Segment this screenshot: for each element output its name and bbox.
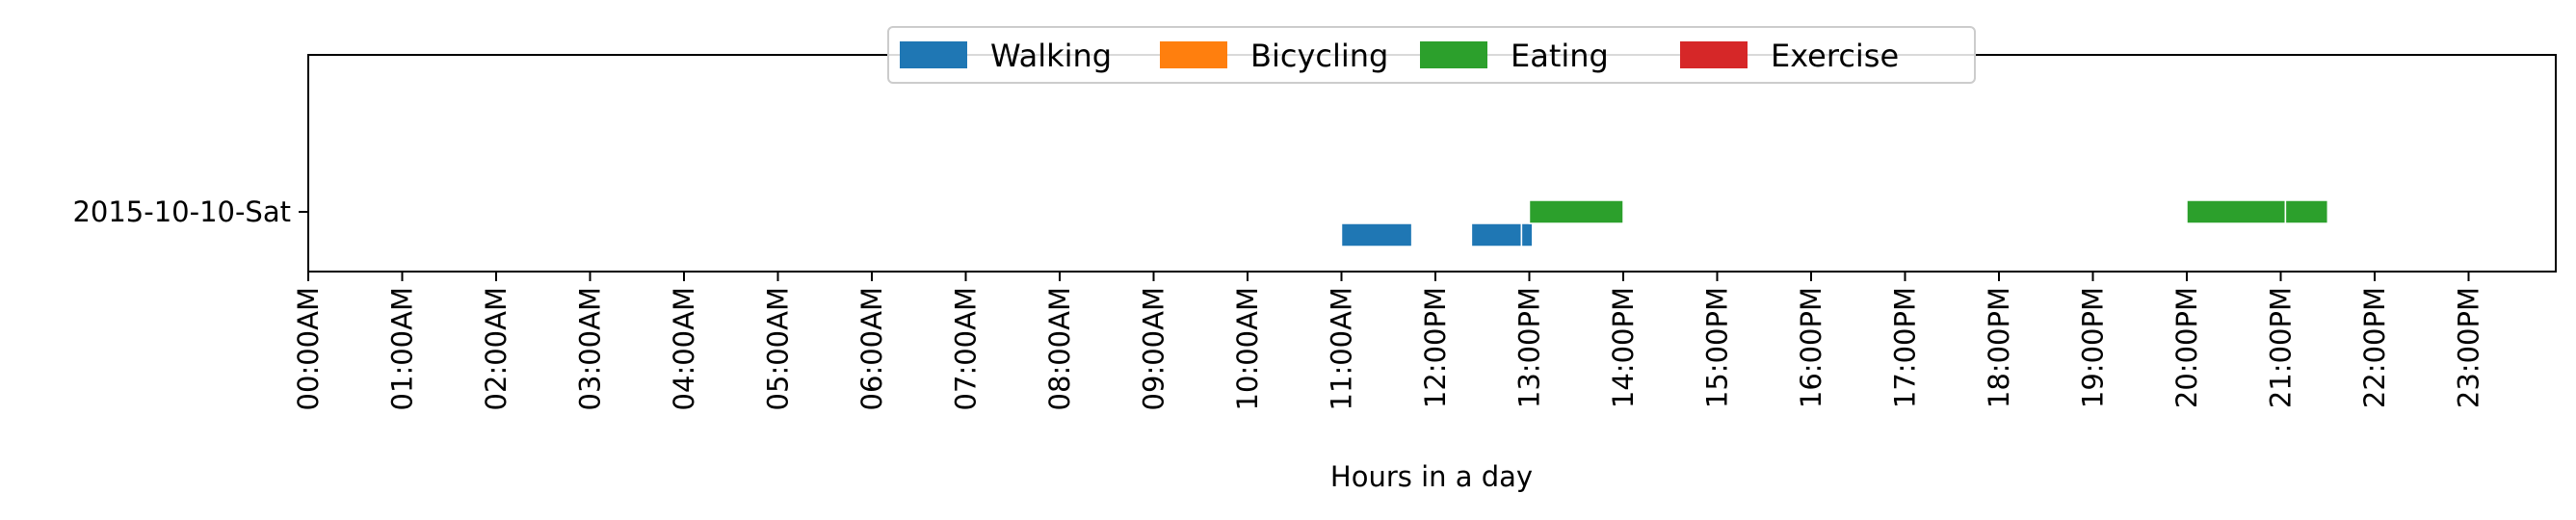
activity-bar-walking [1470,222,1523,247]
x-tick-label: 07:00AM [950,287,983,410]
x-tick-label: 22:00PM [2358,287,2391,408]
x-tick-label: 02:00AM [480,287,513,410]
x-tick-label: 18:00PM [1983,287,2015,408]
x-tick-label: 05:00AM [762,287,795,410]
activity-bar-eating [2186,199,2287,224]
x-tick-label: 00:00AM [292,287,325,410]
legend-swatch-exercise [1680,41,1748,68]
x-tick-label: 09:00AM [1138,287,1170,410]
x-tick-label: 20:00PM [2170,287,2203,408]
legend-label-exercise: Exercise [1771,38,1899,74]
x-axis: 00:00AM 01:00AM 02:00AM 03:00AM 04:00AM 05:00… [292,272,2485,410]
activity-bar-eating [2284,199,2329,224]
legend-label-walking: Walking [990,38,1112,74]
x-tick-label: 21:00PM [2265,287,2298,408]
x-tick-label: 11:00AM [1326,287,1358,410]
x-tick-label: 12:00PM [1419,287,1452,408]
x-tick-label: 17:00PM [1889,287,1922,408]
x-tick-label: 13:00PM [1513,287,1546,408]
plot-area [307,54,2557,273]
x-tick-label: 06:00AM [855,287,888,410]
x-tick-label: 14:00PM [1607,287,1640,408]
y-axis: 2015-10-10-Sat [72,195,308,228]
x-tick-label: 01:00AM [386,287,419,410]
activity-bar-walking [1340,222,1413,247]
legend-label-eating: Eating [1511,38,1609,74]
x-tick-label: 04:00AM [668,287,700,410]
x-tick-label: 10:00AM [1231,287,1264,410]
x-tick-label: 23:00PM [2453,287,2485,408]
legend-label-bicycling: Bicycling [1250,38,1388,74]
x-tick-label: 16:00PM [1795,287,1827,408]
x-tick-label: 08:00AM [1043,287,1076,410]
activity-bar-eating [1528,199,1624,224]
legend-swatch-bicycling [1160,41,1227,68]
legend: Walking Bicycling Eating Exercise [887,26,1976,84]
legend-swatch-eating [1420,41,1487,68]
x-tick-label: 15:00PM [1701,287,1734,408]
y-tick-label: 2015-10-10-Sat [72,195,291,228]
legend-swatch-walking [900,41,967,68]
activity-bar-walking [1520,222,1534,247]
activity-bars [1340,199,2329,247]
x-tick-label: 03:00AM [574,287,607,410]
x-tick-label: 19:00PM [2077,287,2110,408]
x-axis-title: Hours in a day [1330,460,1533,493]
